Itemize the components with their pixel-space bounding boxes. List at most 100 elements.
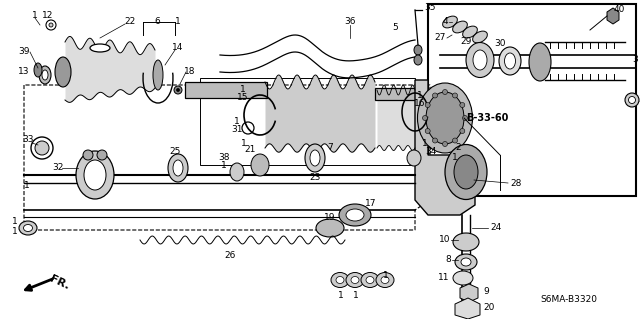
Text: 1: 1 xyxy=(353,291,359,300)
Ellipse shape xyxy=(499,47,521,75)
Ellipse shape xyxy=(453,271,473,285)
Polygon shape xyxy=(460,284,478,302)
Text: 22: 22 xyxy=(124,18,136,26)
Ellipse shape xyxy=(346,209,364,221)
Ellipse shape xyxy=(84,160,106,190)
Ellipse shape xyxy=(168,154,188,182)
Ellipse shape xyxy=(433,93,438,98)
Text: 17: 17 xyxy=(365,198,376,207)
Text: 37: 37 xyxy=(638,95,640,105)
Ellipse shape xyxy=(97,150,107,160)
Text: 1: 1 xyxy=(240,85,246,94)
Polygon shape xyxy=(607,8,619,24)
Ellipse shape xyxy=(463,26,477,38)
Ellipse shape xyxy=(460,129,465,133)
Text: 32: 32 xyxy=(52,164,64,173)
Ellipse shape xyxy=(49,23,53,27)
Text: 19: 19 xyxy=(324,213,336,222)
Text: 1: 1 xyxy=(32,11,38,20)
Text: 2: 2 xyxy=(455,144,461,152)
Ellipse shape xyxy=(55,57,71,87)
Text: 40: 40 xyxy=(614,4,625,13)
Ellipse shape xyxy=(425,102,430,108)
Ellipse shape xyxy=(316,219,344,237)
Ellipse shape xyxy=(473,50,487,70)
Ellipse shape xyxy=(46,20,56,30)
Ellipse shape xyxy=(422,115,428,121)
Ellipse shape xyxy=(174,86,182,94)
Polygon shape xyxy=(455,298,480,319)
Ellipse shape xyxy=(407,150,421,166)
Ellipse shape xyxy=(35,141,49,155)
Text: 15: 15 xyxy=(237,93,249,102)
Ellipse shape xyxy=(376,272,394,287)
Ellipse shape xyxy=(466,42,494,78)
Ellipse shape xyxy=(310,150,320,166)
Text: 1: 1 xyxy=(422,139,428,149)
Text: B-33-60: B-33-60 xyxy=(466,113,508,123)
Text: 35: 35 xyxy=(424,3,435,11)
Text: 9: 9 xyxy=(483,286,489,295)
Ellipse shape xyxy=(361,272,379,287)
Text: 34: 34 xyxy=(425,147,436,157)
Ellipse shape xyxy=(504,53,515,69)
Text: 27: 27 xyxy=(435,33,446,42)
Ellipse shape xyxy=(529,43,551,81)
Ellipse shape xyxy=(76,151,114,199)
Text: 1: 1 xyxy=(383,271,389,279)
Text: 33: 33 xyxy=(22,136,34,145)
Text: 24: 24 xyxy=(490,224,501,233)
Ellipse shape xyxy=(42,70,48,80)
Ellipse shape xyxy=(19,221,37,235)
Ellipse shape xyxy=(452,93,458,98)
Ellipse shape xyxy=(454,155,478,189)
Ellipse shape xyxy=(346,272,364,287)
Text: 29: 29 xyxy=(461,36,472,46)
Text: 11: 11 xyxy=(438,273,449,283)
Ellipse shape xyxy=(305,144,325,172)
Text: 1: 1 xyxy=(452,152,458,161)
Text: 14: 14 xyxy=(172,43,184,53)
Text: 1: 1 xyxy=(234,117,240,127)
Text: 18: 18 xyxy=(184,68,196,77)
Text: FR.: FR. xyxy=(48,274,71,292)
Ellipse shape xyxy=(625,93,639,107)
Ellipse shape xyxy=(445,145,487,199)
Ellipse shape xyxy=(433,138,438,143)
Text: 12: 12 xyxy=(42,11,54,20)
Text: 1: 1 xyxy=(417,91,423,100)
Text: S6MA-B3320: S6MA-B3320 xyxy=(540,295,597,305)
Ellipse shape xyxy=(153,60,163,90)
Ellipse shape xyxy=(442,142,447,146)
Ellipse shape xyxy=(336,277,344,284)
Text: 39: 39 xyxy=(19,48,29,56)
Text: 20: 20 xyxy=(483,303,494,313)
Ellipse shape xyxy=(452,21,467,33)
Ellipse shape xyxy=(425,129,430,133)
Ellipse shape xyxy=(339,204,371,226)
Ellipse shape xyxy=(452,138,458,143)
Ellipse shape xyxy=(351,277,359,284)
Bar xyxy=(428,4,636,196)
Ellipse shape xyxy=(331,272,349,287)
Text: 3: 3 xyxy=(632,56,637,64)
Ellipse shape xyxy=(417,83,472,153)
Text: 25: 25 xyxy=(170,147,180,157)
Text: 1: 1 xyxy=(12,227,18,236)
Text: 36: 36 xyxy=(344,18,356,26)
Ellipse shape xyxy=(31,137,53,159)
Bar xyxy=(185,82,267,98)
Text: 7: 7 xyxy=(327,144,333,152)
Ellipse shape xyxy=(177,88,179,92)
Text: 13: 13 xyxy=(19,68,29,77)
Ellipse shape xyxy=(230,163,244,181)
Ellipse shape xyxy=(414,55,422,65)
Ellipse shape xyxy=(381,277,389,284)
Text: 10: 10 xyxy=(438,235,450,244)
Text: 28: 28 xyxy=(510,179,522,188)
Ellipse shape xyxy=(455,254,477,270)
Ellipse shape xyxy=(460,102,465,108)
Text: 1: 1 xyxy=(241,138,247,147)
Ellipse shape xyxy=(24,225,33,232)
Text: 5: 5 xyxy=(392,23,398,32)
